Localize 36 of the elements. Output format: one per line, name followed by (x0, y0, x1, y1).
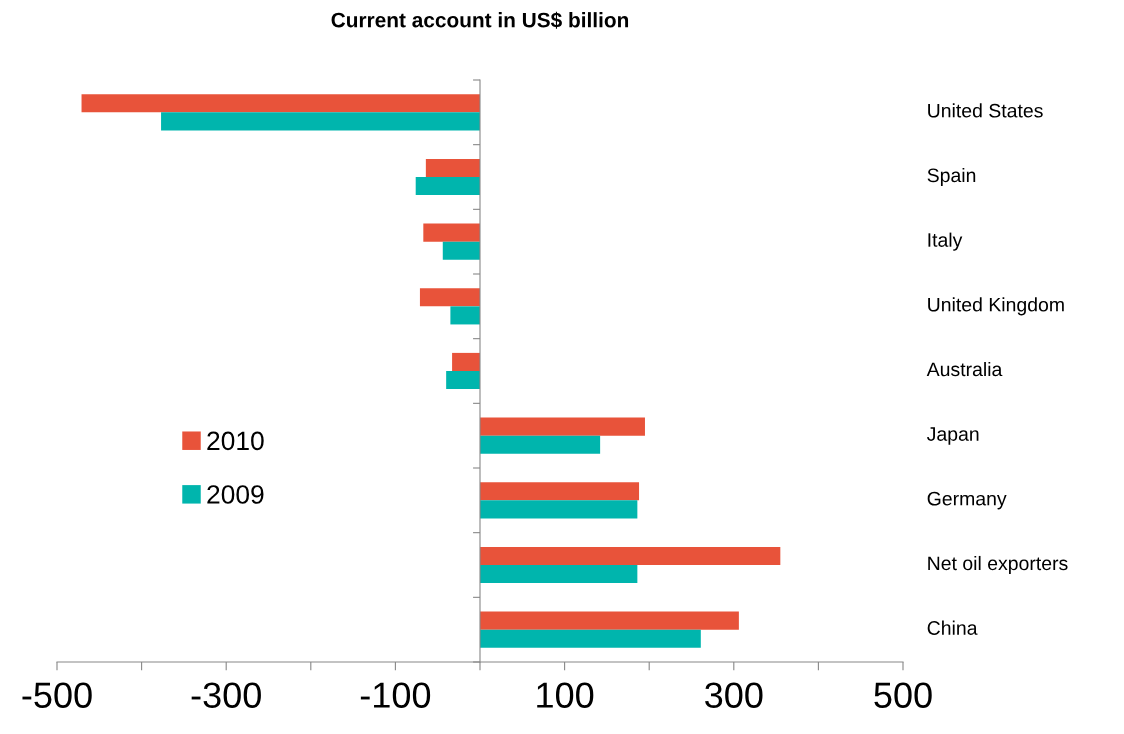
x-tick-label: -100 (360, 682, 431, 708)
y-tick-label: United States (928, 103, 1043, 118)
bar (480, 417, 645, 436)
bar (415, 177, 480, 196)
x-tick-label: -300 (191, 682, 261, 708)
legend-label: 2010 (207, 431, 264, 451)
bar (423, 223, 480, 242)
y-tick-label: Net oil exporters (928, 555, 1068, 575)
bar (446, 371, 480, 390)
x-tick-label: 500 (874, 682, 932, 708)
chart-title: Current account in US$ billion (331, 11, 629, 29)
x-tick-label: 300 (705, 682, 763, 708)
y-tick-label: Australia (926, 361, 1003, 377)
bar (480, 482, 640, 501)
bar (480, 435, 601, 454)
y-tick-label: Spain (927, 167, 976, 187)
x-tick-label: 100 (537, 682, 594, 708)
y-tick-label: China (927, 620, 978, 635)
bar (442, 241, 480, 260)
y-tick-label: Germany (927, 491, 1007, 510)
bar (452, 352, 480, 371)
x-tick-label: -500 (22, 682, 92, 708)
bar (425, 158, 480, 177)
bar (480, 629, 701, 648)
bar (161, 112, 480, 131)
bar (480, 500, 638, 519)
y-tick-label: Italy (928, 232, 963, 251)
bar (480, 546, 781, 565)
bar (81, 94, 480, 113)
bar (480, 611, 739, 630)
bar (450, 306, 480, 325)
y-tick-label: Japan (926, 427, 979, 445)
bar (480, 565, 638, 584)
legend-label: 2009 (207, 485, 264, 504)
y-tick-label: United Kingdom (928, 297, 1064, 316)
bar (419, 288, 480, 307)
